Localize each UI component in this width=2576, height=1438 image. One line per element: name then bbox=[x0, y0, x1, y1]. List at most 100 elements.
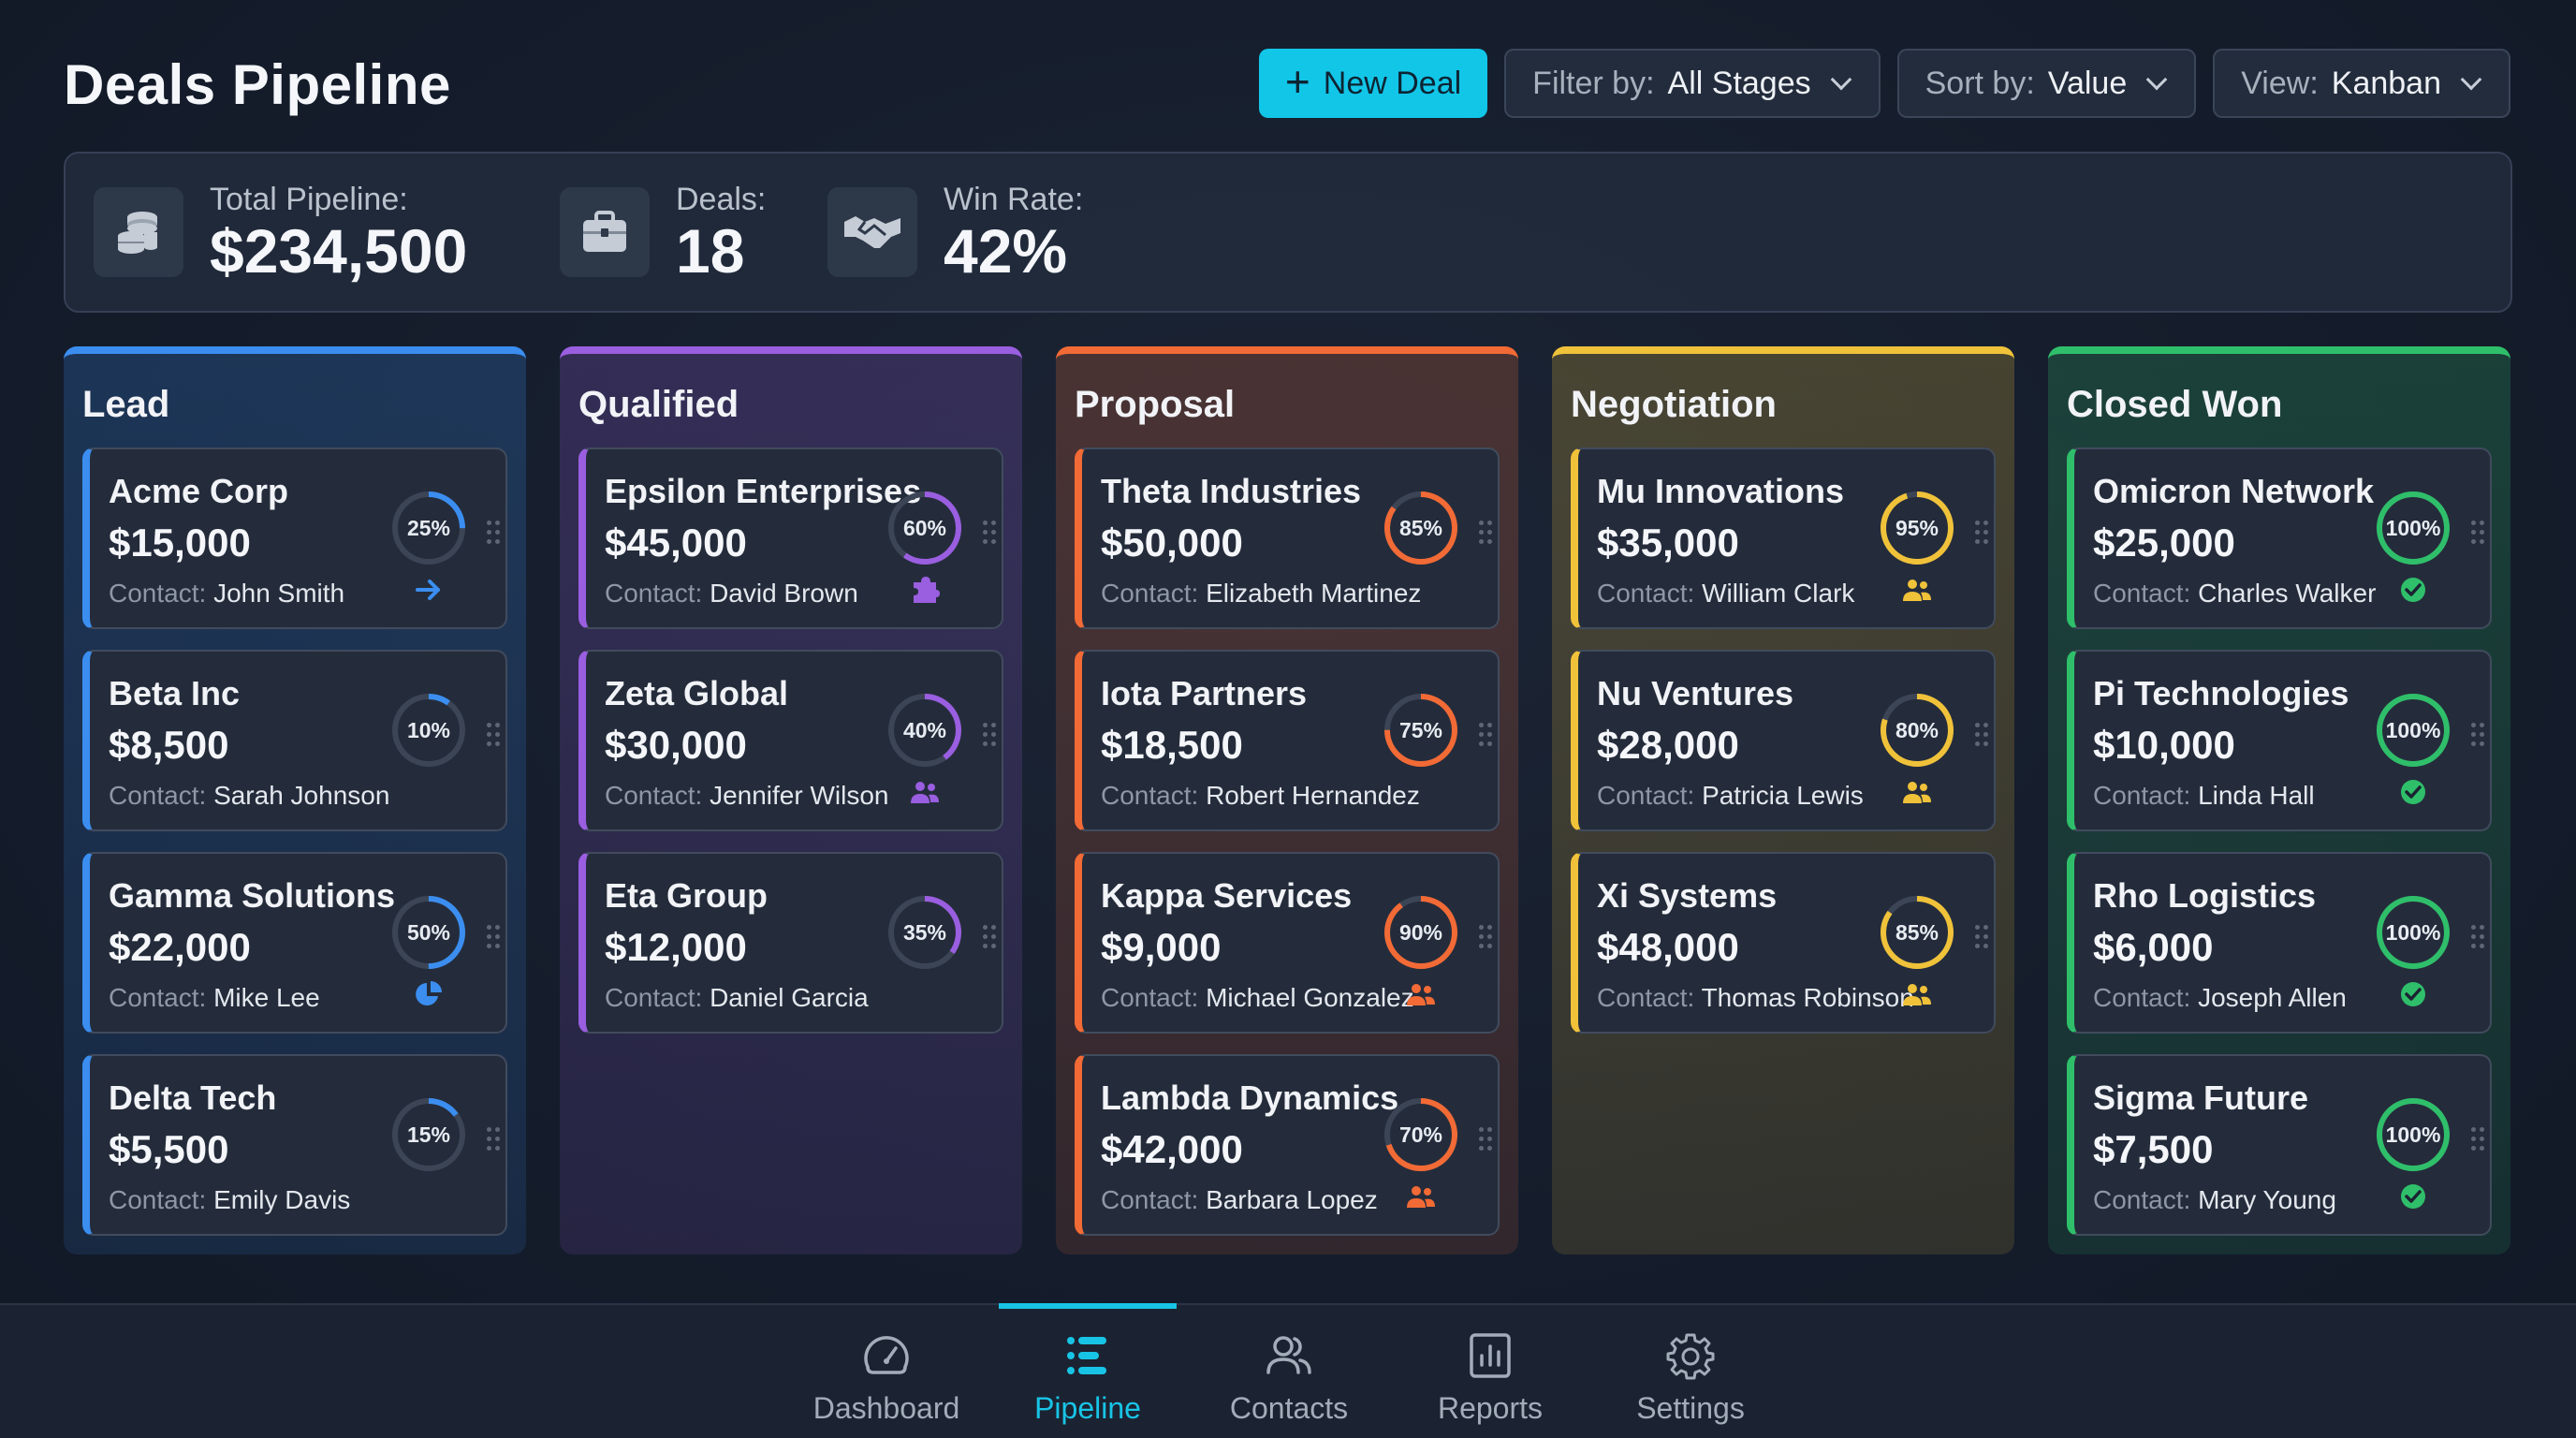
gear-icon bbox=[1666, 1333, 1715, 1380]
deal-card[interactable]: Rho Logistics $6,000 Contact: Joseph Allen… bbox=[2067, 852, 2492, 1034]
people-icon bbox=[1903, 782, 1931, 803]
stat-value: 18 bbox=[676, 216, 745, 286]
nav-label: Pipeline bbox=[1034, 1391, 1141, 1425]
contact-name: Mike Lee bbox=[213, 983, 320, 1012]
deal-company: Zeta Global bbox=[605, 674, 789, 712]
drag-handle-icon[interactable] bbox=[487, 925, 502, 949]
nav-label: Settings bbox=[1636, 1391, 1745, 1425]
drag-handle-icon[interactable] bbox=[2471, 723, 2486, 747]
drag-handle-icon[interactable] bbox=[2471, 925, 2486, 949]
probability-label: 100% bbox=[2385, 920, 2441, 945]
drag-handle-icon[interactable] bbox=[1479, 521, 1494, 545]
drag-handle-icon[interactable] bbox=[1479, 1127, 1494, 1152]
drag-handle-icon[interactable] bbox=[487, 1127, 502, 1152]
deal-contact: Contact: Mary Young bbox=[2093, 1185, 2336, 1215]
column-closed-won: Closed Won Omicron Network $25,000 Contact:… bbox=[2048, 346, 2510, 1255]
drag-handle-icon[interactable] bbox=[1975, 723, 1990, 747]
deal-contact: Contact: Emily Davis bbox=[109, 1185, 350, 1215]
probability-ring bbox=[2377, 896, 2450, 969]
deal-card[interactable]: Epsilon Enterprises $45,000 Contact: David… bbox=[578, 448, 1003, 629]
deal-contact: Contact: Robert Hernandez bbox=[1101, 781, 1420, 811]
toolbar: + New Deal Filter by: All Stages Sort by… bbox=[1258, 49, 2510, 118]
probability-label: 25% bbox=[406, 516, 451, 540]
contact-name: Thomas Robinson bbox=[1701, 983, 1914, 1012]
deal-company: Xi Systems bbox=[1597, 876, 1778, 915]
deal-value: $25,000 bbox=[2093, 521, 2235, 565]
deal-card[interactable]: Nu Ventures $28,000 Contact: Patricia Lewi… bbox=[1571, 650, 1996, 831]
column-negotiation: Negotiation Mu Innovations $35,000 Contact:… bbox=[1552, 346, 2014, 1255]
deal-company: Rho Logistics bbox=[2093, 876, 2317, 915]
nav-contacts[interactable]: Contacts bbox=[1200, 1305, 1378, 1438]
deal-contact: Contact: William Clark bbox=[1597, 579, 1854, 609]
deal-card[interactable]: Pi Technologies $10,000 Contact: Linda Hal… bbox=[2067, 650, 2492, 831]
deal-card[interactable]: Eta Group $12,000 Contact: Daniel Garcia 3… bbox=[578, 852, 1003, 1034]
top-bar: Deals Pipeline + New Deal Filter by: All… bbox=[0, 0, 2576, 150]
drag-handle-icon[interactable] bbox=[2471, 521, 2486, 545]
deal-value: $8,500 bbox=[109, 723, 229, 767]
deal-card[interactable]: Mu Innovations $35,000 Contact: William Cl… bbox=[1571, 448, 1996, 629]
drag-handle-icon[interactable] bbox=[983, 925, 998, 949]
deal-value: $18,500 bbox=[1101, 723, 1243, 767]
filter-key: Filter by: bbox=[1532, 65, 1655, 101]
stat-label: Total Pipeline: bbox=[210, 182, 408, 217]
contact-label: Contact: bbox=[2093, 781, 2191, 810]
probability-label: 60% bbox=[902, 516, 947, 540]
deal-card[interactable]: Omicron Network $25,000 Contact: Charles W… bbox=[2067, 448, 2492, 629]
chevron-down-icon bbox=[1830, 68, 1852, 91]
nav-dashboard[interactable]: Dashboard bbox=[798, 1305, 975, 1438]
filter-dropdown[interactable]: Filter by: All Stages bbox=[1504, 49, 1881, 118]
probability-ring bbox=[392, 694, 465, 767]
deal-contact: Contact: Michael Gonzalez bbox=[1101, 983, 1414, 1013]
drag-handle-icon[interactable] bbox=[1975, 925, 1990, 949]
deal-company: Iota Partners bbox=[1101, 674, 1308, 712]
deal-value: $9,000 bbox=[1101, 925, 1222, 969]
deal-card[interactable]: Gamma Solutions $22,000 Contact: Mike Lee … bbox=[82, 852, 507, 1034]
kanban-board: Lead Acme Corp $15,000 Contact: John Smith … bbox=[64, 346, 2512, 1255]
view-key: View: bbox=[2241, 65, 2319, 101]
drag-handle-icon[interactable] bbox=[983, 723, 998, 747]
deal-card[interactable]: Delta Tech $5,500 Contact: Emily Davis 15% bbox=[82, 1054, 507, 1236]
drag-handle-icon[interactable] bbox=[487, 521, 502, 545]
deal-value: $12,000 bbox=[605, 925, 747, 969]
deal-card[interactable]: Lambda Dynamics $42,000 Contact: Barbara L… bbox=[1075, 1054, 1500, 1236]
deal-card[interactable]: Acme Corp $15,000 Contact: John Smith 25% bbox=[82, 448, 507, 629]
drag-handle-icon[interactable] bbox=[487, 723, 502, 747]
nav-settings[interactable]: Settings bbox=[1602, 1305, 1779, 1438]
contacts-icon bbox=[1266, 1336, 1311, 1374]
drag-handle-icon[interactable] bbox=[1975, 521, 1990, 545]
deal-card[interactable]: Kappa Services $9,000 Contact: Michael Gon… bbox=[1075, 852, 1500, 1034]
drag-handle-icon[interactable] bbox=[983, 521, 998, 545]
deal-value: $6,000 bbox=[2093, 925, 2214, 969]
deal-card[interactable]: Zeta Global $30,000 Contact: Jennifer Wils… bbox=[578, 650, 1003, 831]
drag-handle-icon[interactable] bbox=[2471, 1127, 2486, 1152]
deal-card[interactable]: Xi Systems $48,000 Contact: Thomas Robinso… bbox=[1571, 852, 1996, 1034]
nav-pipeline[interactable]: Pipeline bbox=[999, 1305, 1177, 1438]
deal-card[interactable]: Sigma Future $7,500 Contact: Mary Young 10… bbox=[2067, 1054, 2492, 1236]
handshake-icon bbox=[827, 187, 917, 277]
nav-reports[interactable]: Reports bbox=[1401, 1305, 1579, 1438]
deal-contact: Contact: Jennifer Wilson bbox=[605, 781, 888, 811]
deal-card[interactable]: Beta Inc $8,500 Contact: Sarah Johnson 10% bbox=[82, 650, 507, 831]
deal-card[interactable]: Theta Industries $50,000 Contact: Elizabet… bbox=[1075, 448, 1500, 629]
deal-company: Sigma Future bbox=[2093, 1078, 2309, 1117]
deal-company: Epsilon Enterprises bbox=[605, 472, 922, 510]
view-dropdown[interactable]: View: Kanban bbox=[2213, 49, 2510, 118]
contact-name: Robert Hernandez bbox=[1206, 781, 1420, 810]
column-lead: Lead Acme Corp $15,000 Contact: John Smith … bbox=[64, 346, 526, 1255]
deal-value: $42,000 bbox=[1101, 1127, 1243, 1171]
deal-contact: Contact: David Brown bbox=[605, 579, 858, 609]
pie-icon bbox=[416, 981, 442, 1005]
check-icon bbox=[2401, 780, 2425, 804]
deal-card[interactable]: Iota Partners $18,500 Contact: Robert Hern… bbox=[1075, 650, 1500, 831]
column-proposal: Proposal Theta Industries $50,000 Contact: … bbox=[1056, 346, 1518, 1255]
new-deal-button[interactable]: + New Deal bbox=[1258, 49, 1488, 118]
check-icon bbox=[2401, 982, 2425, 1006]
contact-label: Contact: bbox=[605, 781, 703, 810]
deal-contact: Contact: Elizabeth Martinez bbox=[1101, 579, 1421, 609]
drag-handle-icon[interactable] bbox=[1479, 723, 1494, 747]
people-icon bbox=[1903, 984, 1931, 1005]
deal-company: Beta Inc bbox=[109, 674, 241, 712]
probability-label: 90% bbox=[1398, 920, 1443, 945]
sort-dropdown[interactable]: Sort by: Value bbox=[1896, 49, 2197, 118]
drag-handle-icon[interactable] bbox=[1479, 925, 1494, 949]
